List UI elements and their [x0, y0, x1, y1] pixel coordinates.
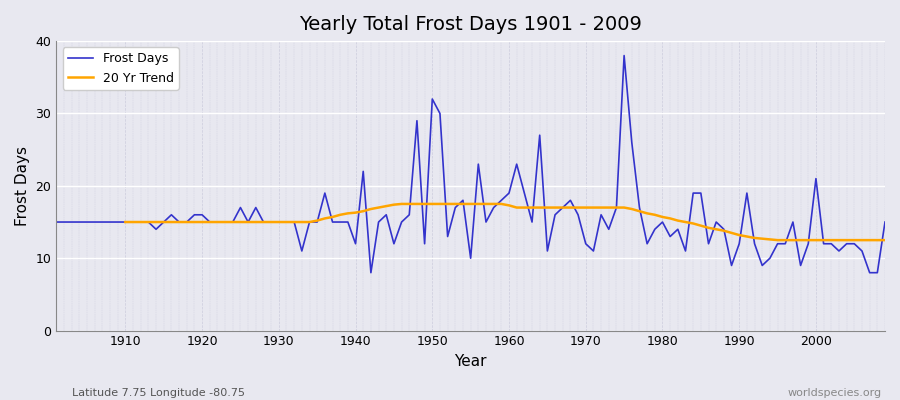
20 Yr Trend: [120, 220, 130, 224]
Frost Days: [618, 53, 629, 58]
20 Yr Trend: [833, 238, 844, 242]
X-axis label: Year: Year: [454, 354, 487, 369]
20 Yr Trend: [519, 205, 530, 210]
Frost Days: [603, 227, 614, 232]
20 Yr Trend: [266, 220, 276, 224]
Title: Yearly Total Frost Days 1901 - 2009: Yearly Total Frost Days 1901 - 2009: [299, 15, 642, 34]
Legend: Frost Days, 20 Yr Trend: Frost Days, 20 Yr Trend: [62, 47, 178, 90]
Text: worldspecies.org: worldspecies.org: [788, 388, 882, 398]
20 Yr Trend: [580, 205, 591, 210]
20 Yr Trend: [879, 238, 890, 242]
Y-axis label: Frost Days: Frost Days: [15, 146, 30, 226]
Frost Days: [281, 220, 292, 224]
Frost Days: [511, 162, 522, 166]
Line: Frost Days: Frost Days: [57, 56, 885, 273]
Frost Days: [365, 270, 376, 275]
Frost Days: [327, 220, 338, 224]
20 Yr Trend: [772, 238, 783, 242]
20 Yr Trend: [396, 202, 407, 206]
20 Yr Trend: [296, 220, 307, 224]
Frost Days: [51, 220, 62, 224]
Frost Days: [879, 220, 890, 224]
Frost Days: [112, 220, 123, 224]
20 Yr Trend: [857, 238, 868, 242]
Line: 20 Yr Trend: 20 Yr Trend: [125, 204, 885, 240]
Text: Latitude 7.75 Longitude -80.75: Latitude 7.75 Longitude -80.75: [72, 388, 245, 398]
Frost Days: [504, 191, 515, 196]
